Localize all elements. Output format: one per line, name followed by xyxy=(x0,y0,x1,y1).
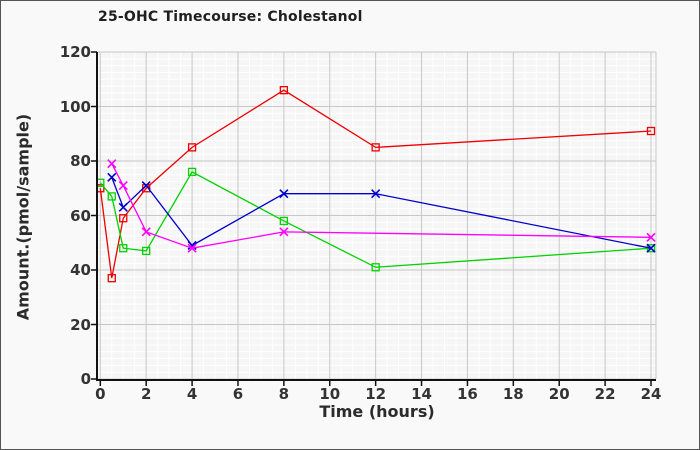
y-tick-label: 80 xyxy=(70,152,91,170)
marker-square-green-squares xyxy=(646,244,656,253)
x-axis-label: Time (hours) xyxy=(319,402,435,421)
x-tick-label: 18 xyxy=(502,385,524,403)
marker-square-green-squares xyxy=(279,216,289,226)
marker-x-magenta-x xyxy=(141,227,151,237)
x-tick-label: 2 xyxy=(140,385,152,403)
x-tick-label: 22 xyxy=(594,385,616,403)
marker-x-magenta-x xyxy=(107,159,117,169)
marker-square-green-squares xyxy=(371,263,380,272)
x-tick-label: 6 xyxy=(232,385,244,403)
y-tick-label: 0 xyxy=(80,370,91,388)
marker-square-green-squares xyxy=(187,167,197,177)
marker-square-red-squares xyxy=(187,143,197,152)
y-tick-label: 120 xyxy=(59,43,91,61)
marker-square-green-squares xyxy=(142,246,151,256)
marker-x-magenta-x xyxy=(187,243,197,253)
marker-square-red-squares xyxy=(119,214,128,223)
marker-square-red-squares xyxy=(371,143,380,152)
marker-x-magenta-x xyxy=(118,180,128,191)
y-tick-label: 20 xyxy=(70,315,91,334)
marker-x-magenta-x xyxy=(279,227,289,237)
y-tick-label: 60 xyxy=(70,206,91,225)
series-line-green-squares xyxy=(99,171,652,268)
y-tick-label: 100 xyxy=(59,97,91,116)
x-tick-label: 20 xyxy=(548,385,570,403)
marker-square-green-squares xyxy=(119,244,128,253)
marker-square-green-squares xyxy=(107,192,116,201)
marker-x-blue-x xyxy=(371,189,381,199)
x-tick-label: 24 xyxy=(640,385,662,403)
x-tick-label: 8 xyxy=(278,385,290,403)
marker-x-blue-x xyxy=(107,172,117,182)
x-tick-label: 4 xyxy=(186,385,198,403)
marker-x-blue-x xyxy=(187,240,197,251)
chart-title: 25-OHC Timecourse: Cholestanol xyxy=(98,9,363,25)
x-tick-label: 14 xyxy=(411,385,432,403)
marker-x-magenta-x xyxy=(646,232,656,242)
y-tick-label: 40 xyxy=(70,261,91,279)
x-tick-label: 16 xyxy=(456,385,478,403)
marker-square-red-squares xyxy=(646,126,656,136)
marker-x-blue-x xyxy=(646,243,656,253)
x-tick-label: 12 xyxy=(365,385,387,403)
marker-x-blue-x xyxy=(118,202,128,212)
marker-x-blue-x xyxy=(141,180,151,191)
series-line-magenta-x xyxy=(111,163,652,249)
x-tick-label: 0 xyxy=(95,385,106,403)
marker-square-red-squares xyxy=(279,86,289,95)
marker-x-blue-x xyxy=(279,189,289,199)
series-line-red-squares xyxy=(99,89,652,279)
x-tick-label: 10 xyxy=(319,385,341,403)
marker-square-red-squares xyxy=(107,274,116,283)
